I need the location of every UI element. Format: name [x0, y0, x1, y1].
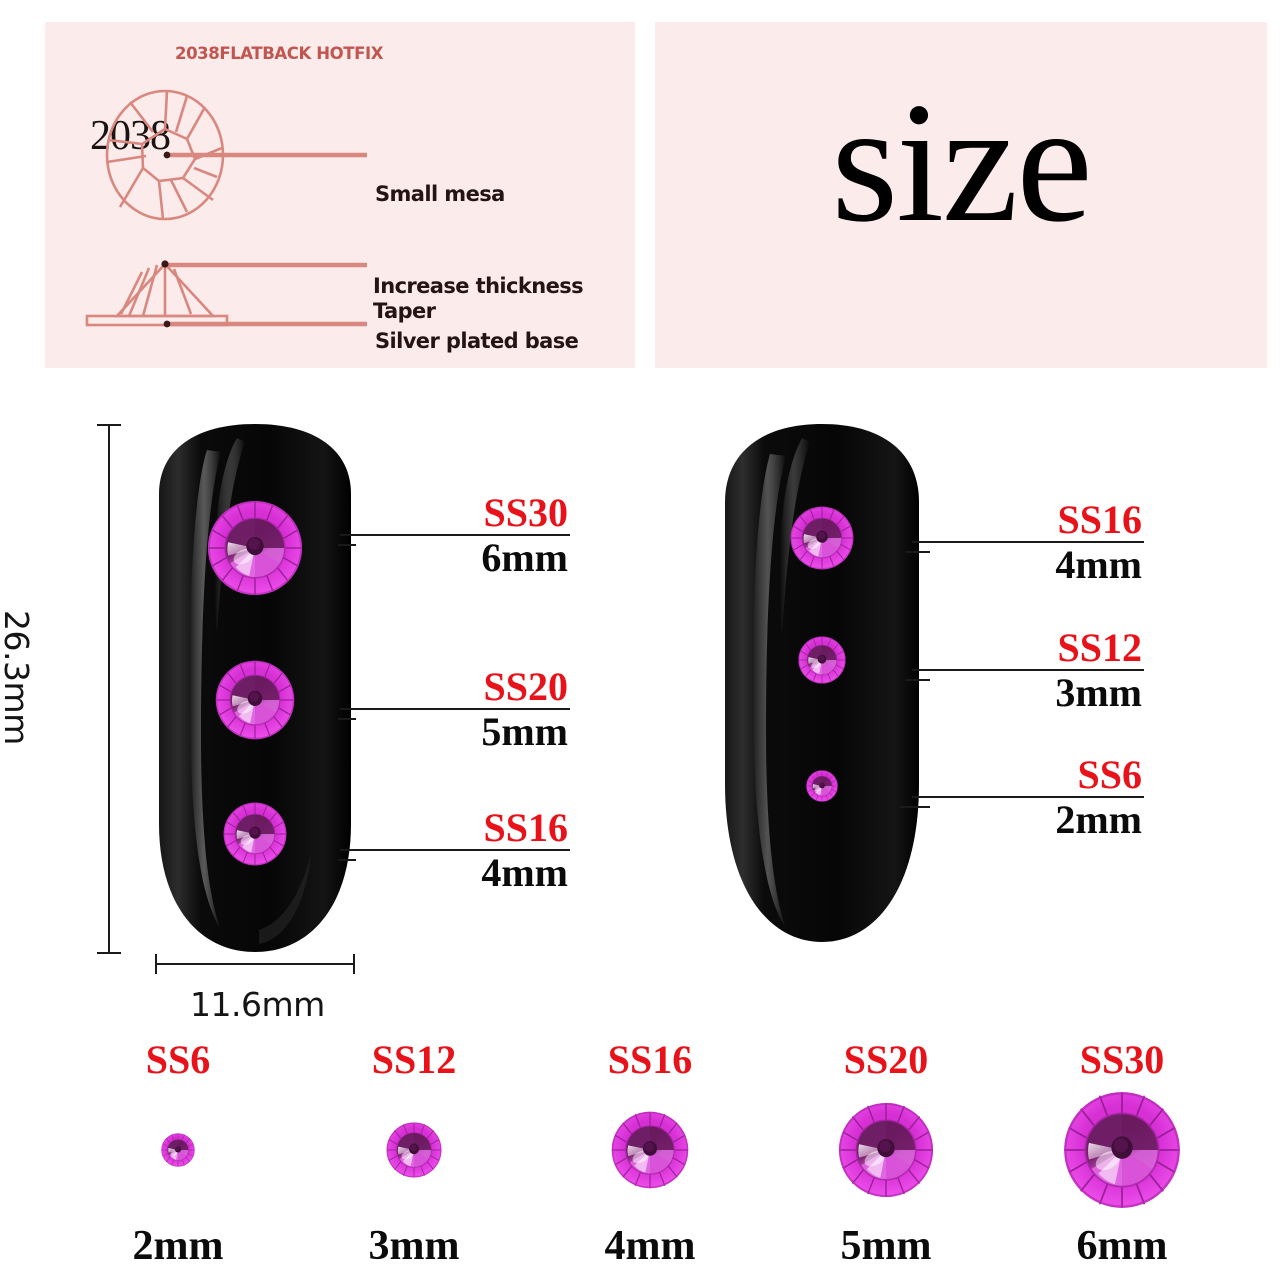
swatch-mm-label: 5mm — [840, 1223, 932, 1269]
rhinestone-ss16-icon — [611, 1111, 689, 1189]
rhinestone-ss16-on-nail — [223, 802, 287, 866]
leader-ss-text: SS20 — [483, 664, 569, 709]
panel-heading: 2038FLATBACK HOTFIX — [175, 44, 384, 63]
leader-rule — [340, 533, 570, 536]
leader-label-ss30: SS30 6mm — [340, 490, 570, 580]
nail-right-art — [725, 424, 919, 942]
rhinestone-ss20-on-nail — [215, 660, 295, 740]
nail-gloss-outer — [189, 450, 221, 930]
leader-rule — [340, 707, 570, 710]
swatch-ss30: SS30 6mm — [1004, 1020, 1240, 1280]
callout-small-mesa: Small mesa — [375, 182, 505, 206]
swatch-mm-label: 6mm — [1076, 1223, 1168, 1269]
size-swatch-row: SS6 2mm SS12 3mm SS16 4mm SS20 5m — [60, 1020, 1240, 1280]
nail-height-label: 26.3mm — [0, 610, 36, 745]
nail-gloss-outer — [752, 454, 786, 928]
nail-width-label: 11.6mm — [190, 985, 325, 1024]
swatch-ss-label: SS12 — [371, 1037, 457, 1082]
swatch-ss-label: SS20 — [843, 1037, 929, 1082]
leader-ss-text: SS6 — [1077, 752, 1143, 797]
swatch-ss16: SS16 4mm — [532, 1020, 768, 1280]
leader-mm-text: 2mm — [1055, 796, 1142, 842]
swatch-ss-label: SS30 — [1079, 1037, 1165, 1082]
leader-label-ss6: SS6 2mm — [912, 752, 1144, 842]
leader-mm-text: 6mm — [481, 534, 568, 580]
swatch-ss12: SS12 3mm — [296, 1020, 532, 1280]
nail-tip-shine — [259, 854, 311, 944]
nail-swatch-small-sizes — [722, 424, 922, 944]
rhinestone-side-view-icon — [85, 262, 229, 327]
nail-width-dimension-line — [155, 954, 355, 974]
swatch-ss6: SS6 2mm — [60, 1020, 296, 1280]
leader-mm-text: 5mm — [481, 708, 568, 754]
size-title: size — [831, 68, 1092, 258]
leader-ss-text: SS16 — [483, 805, 569, 850]
rhinestone-ss30-on-nail — [207, 500, 303, 596]
swatch-gem-wrap — [296, 1095, 532, 1205]
swatch-ss-label: SS6 — [145, 1037, 211, 1082]
callout-taper: Taper — [373, 299, 436, 323]
leader-mm-text: 4mm — [1055, 541, 1142, 587]
rhinestone-ss16-on-nail — [790, 506, 854, 570]
leader-mm-text: 4mm — [481, 849, 568, 895]
nail-height-dimension-line — [97, 424, 121, 954]
leader-label-ss16-right: SS16 4mm — [912, 497, 1144, 587]
swatch-ss20: SS20 5mm — [768, 1020, 1004, 1280]
nail-swatch-large-sizes — [155, 424, 355, 954]
leader-ss-text: SS16 — [1057, 497, 1143, 542]
size-title-panel: size — [655, 22, 1267, 368]
rhinestone-ss20-icon — [838, 1102, 934, 1198]
rhinestone-ss12-icon — [386, 1122, 442, 1178]
swatch-ss-label: SS16 — [607, 1037, 693, 1082]
model-number: 2038 — [90, 113, 171, 159]
swatch-mm-label: 2mm — [132, 1223, 224, 1269]
rhinestone-ss30-icon — [1063, 1091, 1181, 1209]
callout-increase-thickness: Increase thickness — [373, 274, 584, 298]
leader-ss-text: SS30 — [483, 490, 569, 535]
swatch-mm-label: 3mm — [368, 1223, 460, 1269]
product-structure-panel: 2038FLATBACK HOTFIX 2038 — [45, 22, 635, 368]
structure-diagram — [85, 89, 367, 328]
nail-gloss-inner — [214, 438, 245, 634]
swatch-gem-wrap — [532, 1095, 768, 1205]
leader-rule — [912, 668, 1144, 671]
leader-label-ss20: SS20 5mm — [340, 664, 570, 754]
rhinestone-ss6-icon — [161, 1133, 195, 1167]
swatch-gem-wrap — [1004, 1091, 1240, 1209]
swatch-mm-label: 4mm — [604, 1223, 696, 1269]
leader-mm-text: 3mm — [1055, 669, 1142, 715]
leader-ss-text: SS12 — [1057, 625, 1143, 670]
swatch-gem-wrap — [60, 1095, 296, 1205]
rhinestone-ss6-on-nail — [806, 770, 838, 802]
leader-rule — [912, 540, 1144, 543]
rhinestone-ss12-on-nail — [798, 636, 846, 684]
callout-leader-lines — [165, 152, 367, 327]
leader-label-ss12: SS12 3mm — [912, 625, 1144, 715]
nail-gloss-inner — [779, 438, 810, 636]
leader-label-ss16-left: SS16 4mm — [340, 805, 570, 895]
leader-rule — [912, 795, 1144, 798]
leader-rule — [340, 848, 570, 851]
swatch-gem-wrap — [768, 1095, 1004, 1205]
callout-silver-plated-base: Silver plated base — [375, 329, 579, 353]
callout-anchor-dots — [161, 151, 171, 328]
